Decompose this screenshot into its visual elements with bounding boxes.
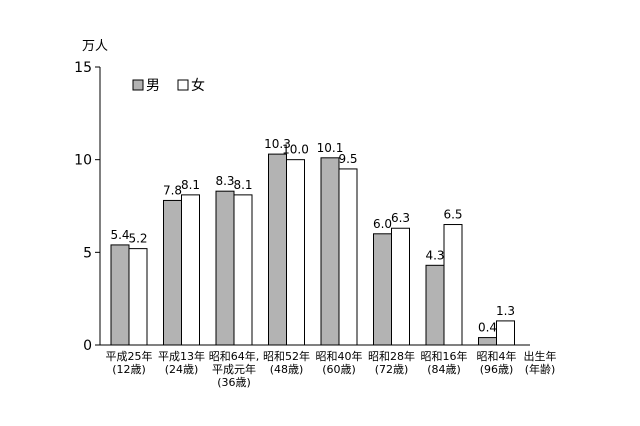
value-label: 8.3 (215, 174, 234, 188)
category-label: 昭和52年 (263, 349, 310, 363)
y-unit-label: 万人 (82, 39, 108, 54)
y-ticks: 0 5 10 15 (74, 60, 100, 354)
value-label: 1.3 (496, 304, 515, 318)
value-label: 10.0 (282, 143, 309, 157)
category-label: (48歳) (270, 363, 304, 376)
bars (110, 153, 515, 346)
y-tick-label: 10 (74, 153, 92, 169)
value-label: 6.5 (443, 208, 462, 222)
bar-male (425, 264, 445, 346)
bar-male (110, 244, 130, 346)
x-axis-label: 出生年(年齢) (524, 349, 557, 376)
value-labels: 5.45.27.88.1 8.38.110.310.0 10.19.56.06.34… (110, 137, 515, 334)
value-label: 7.8 (163, 183, 182, 197)
value-label: 6.3 (391, 211, 410, 225)
category-label: 平成13年 (158, 349, 205, 363)
category-labels: 平成25年(12歳) 平成13年(24歳) 昭和64年,平成元年(36歳) 昭和52年… (106, 349, 517, 389)
y-tick-label: 15 (74, 60, 92, 76)
category-label: (12歳) (112, 363, 146, 376)
category-label: (36歳) (217, 376, 251, 389)
category-label: 昭和64年, (209, 349, 260, 363)
bar-female (286, 159, 305, 346)
value-label: 10.3 (264, 137, 291, 151)
bar-male (320, 157, 340, 346)
value-label: 4.3 (425, 248, 444, 262)
value-label: 6.0 (373, 217, 392, 231)
category-label: (60歳) (322, 363, 356, 376)
category-label: (84歳) (427, 363, 461, 376)
value-label: 8.1 (233, 178, 252, 192)
value-label: 0.4 (478, 321, 497, 335)
y-tick-label: 5 (83, 245, 92, 261)
legend-swatch-female (177, 79, 189, 91)
bar-female (128, 248, 148, 346)
bar-female (443, 224, 463, 346)
value-label: 10.1 (317, 141, 344, 155)
x-axis-label-line: (年齢) (525, 362, 556, 376)
bar-male (268, 153, 287, 346)
value-label: 8.1 (181, 178, 200, 192)
category-label: (72歳) (375, 363, 409, 376)
category-label: 平成25年 (106, 349, 153, 363)
category-label: 昭和4年 (477, 349, 517, 363)
category-label: 昭和28年 (368, 349, 415, 363)
legend-swatch-male (132, 79, 144, 91)
legend: 男女 (132, 77, 205, 94)
bar-male (163, 199, 182, 346)
value-label: 5.4 (110, 228, 129, 242)
category-label: (96歳) (480, 363, 514, 376)
category-label: (24歳) (165, 363, 199, 376)
bar-female (391, 227, 410, 346)
bar-female (338, 168, 358, 346)
category-label: 昭和16年 (421, 349, 468, 363)
value-label: 5.2 (128, 232, 147, 246)
bar-female (181, 194, 200, 346)
value-label: 9.5 (338, 152, 357, 166)
category-label: 昭和40年 (316, 349, 363, 363)
x-axis-label-line: 出生年 (524, 349, 557, 363)
legend-label-female: 女 (191, 77, 205, 94)
bar-female (496, 320, 515, 346)
legend-label-male: 男 (146, 78, 160, 94)
y-tick-label: 0 (83, 338, 92, 354)
category-label: 平成元年 (212, 362, 256, 376)
bar-female (233, 194, 253, 346)
bar-male (215, 190, 235, 346)
bar-male (478, 337, 497, 346)
bar-male (373, 233, 392, 346)
